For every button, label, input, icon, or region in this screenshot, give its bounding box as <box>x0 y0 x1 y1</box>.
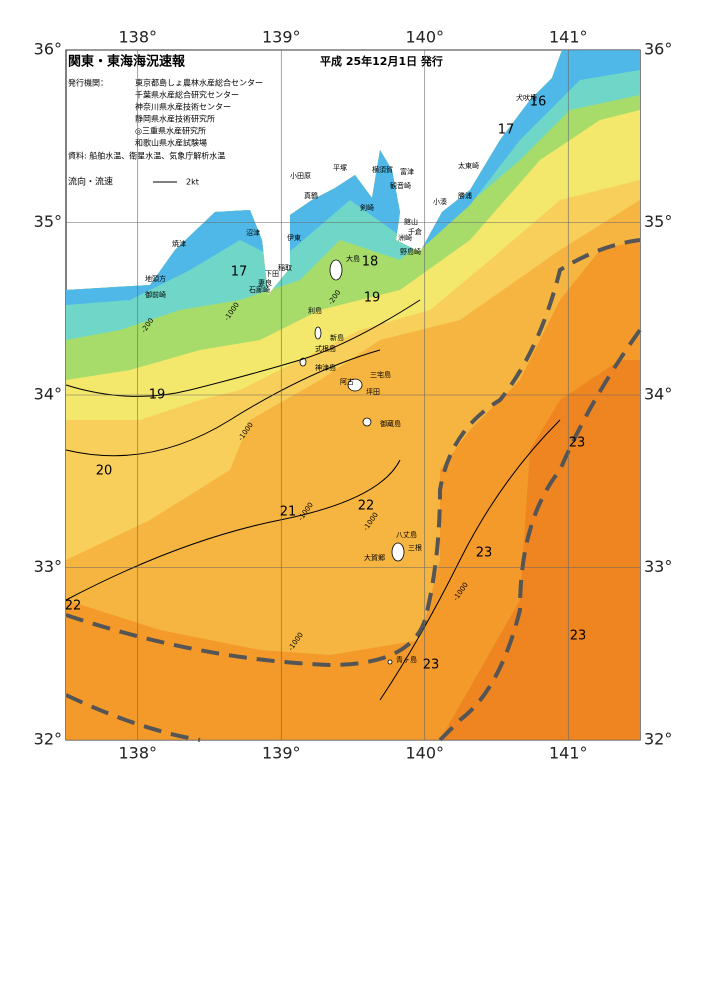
header: 関東・東海海況速報 平成 25年12月1日 発行 発行機関： 資料: 船舶水温、… <box>68 54 443 188</box>
current-axis <box>65 238 642 742</box>
isotherm-label: 23 <box>476 546 493 561</box>
isotherm-label: 18 <box>362 255 379 270</box>
place-name: 三宅島 <box>370 370 391 379</box>
isotherm-label: 22 <box>358 499 375 514</box>
place-name: 洲崎 <box>398 233 412 242</box>
place-name: 八丈島 <box>396 530 417 539</box>
place-name: 野島崎 <box>400 247 421 256</box>
place-name: 神津島 <box>315 363 336 372</box>
place-name: 小湊 <box>433 197 447 206</box>
y-tick-label: 36° <box>34 40 62 59</box>
place-name: 御蔵島 <box>380 419 401 428</box>
y-tick-label: 32° <box>34 730 62 749</box>
issuer: 和歌山県水産試験場 <box>135 138 207 148</box>
place-name: 観音崎 <box>390 181 411 190</box>
isotherm-label: 22 <box>65 599 82 614</box>
place-name: 犬吠埼 <box>516 93 537 102</box>
isotherm-label: 20 <box>96 464 113 479</box>
issuer: ◎三重県水産研究所 <box>135 126 206 136</box>
x-tick-label: 138° <box>118 28 157 47</box>
place-name: 稲取 <box>278 263 292 272</box>
y-tick-label: 35° <box>34 212 62 231</box>
issuer: 千葉県水産総合研究センター <box>135 90 239 100</box>
place-name: 新島 <box>330 333 344 342</box>
title: 関東・東海海況速報 <box>68 54 186 70</box>
y-tick-label: 34° <box>644 385 672 404</box>
place-name: 大島 <box>346 254 360 263</box>
issuer: 静岡県水産技術研究所 <box>135 114 215 124</box>
isotherm-label: 23 <box>570 629 587 644</box>
place-name: 下田 <box>265 270 279 278</box>
isotherm-label: 19 <box>149 388 166 403</box>
place-name: 焼津 <box>172 239 186 248</box>
place-name: 沼津 <box>246 228 260 237</box>
place-name: 三根 <box>408 543 422 552</box>
isotherm-label: 16 <box>530 95 547 110</box>
place-name: 勝浦 <box>458 191 472 200</box>
isotherm-label: 23 <box>423 658 440 673</box>
y-tick-label: 33° <box>34 557 62 576</box>
place-name: 式根島 <box>315 344 336 353</box>
isotherm-label: 17 <box>231 265 248 280</box>
place-name: 伊東 <box>287 233 301 242</box>
y-tick-label: 33° <box>644 557 672 576</box>
current-label: 流向・流速 <box>68 176 113 188</box>
x-tick-label: 138° <box>118 744 157 763</box>
y-tick-label: 35° <box>644 212 672 231</box>
place-name: 館山 <box>404 217 418 226</box>
place-name: 青ヶ島 <box>396 655 417 664</box>
place-name: 石廊崎 <box>249 285 270 294</box>
issuer: 神奈川県水産技術センター <box>135 102 231 112</box>
y-tick-label: 36° <box>644 40 672 59</box>
place-name: 坪田 <box>366 388 380 396</box>
place-name: 小田原 <box>290 171 311 180</box>
place-name: 大賀郷 <box>364 553 385 562</box>
place-name: 剣崎 <box>360 203 374 212</box>
place-name: 真鶴 <box>304 191 318 200</box>
place-name: 利島 <box>308 306 322 315</box>
y-tick-label: 34° <box>34 385 62 404</box>
issue-date: 平成 25年12月1日 発行 <box>320 54 443 68</box>
isotherm-label: 21 <box>280 505 297 520</box>
x-tick-label: 141° <box>549 744 588 763</box>
place-name: 妻良 <box>258 278 272 287</box>
current-scale: 2kt <box>186 178 199 187</box>
x-tick-label: 140° <box>405 744 444 763</box>
place-name: 横須賀 <box>372 165 393 174</box>
isotherms <box>65 299 561 701</box>
place-name: 富津 <box>400 167 414 176</box>
x-tick-label: 139° <box>262 28 301 47</box>
place-name: 千倉 <box>408 227 422 236</box>
isotherm-label: 17 <box>498 123 515 138</box>
x-tick-label: 140° <box>405 28 444 47</box>
place-name: 地頭方 <box>145 274 166 283</box>
sea-zone <box>440 360 640 740</box>
place-name: 御前崎 <box>145 290 166 299</box>
x-tick-label: 139° <box>262 744 301 763</box>
issuer-label: 発行機関： <box>68 78 108 88</box>
sources: 資料: 船舶水温、衛星水温、気象庁解析水温 <box>68 151 225 161</box>
x-tick-label: 141° <box>549 28 588 47</box>
y-tick-label: 32° <box>644 730 672 749</box>
isotherm-label: 19 <box>364 291 381 306</box>
issuer: 東京都島しょ農林水産総合センター <box>135 78 263 88</box>
isotherm-label: 23 <box>569 436 586 451</box>
place-name: 平塚 <box>333 163 347 172</box>
place-name: 阿古 <box>340 377 354 386</box>
place-name: 太東崎 <box>458 161 479 170</box>
